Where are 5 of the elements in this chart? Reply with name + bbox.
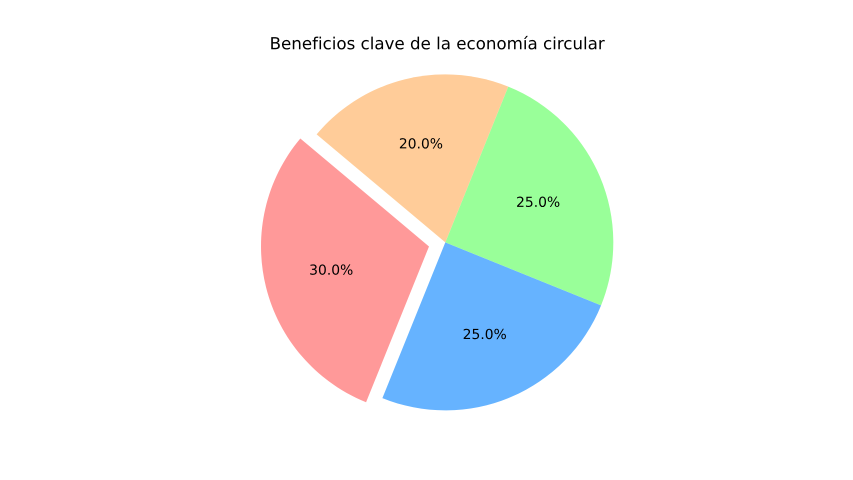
data-label: 25.0%: [464, 328, 506, 340]
data-label: 20.0%: [400, 138, 442, 149]
data-label: 30.0%: [310, 264, 352, 275]
data-label: 25.0%: [517, 196, 560, 208]
chart-title: Beneficios clave de la economía circular: [271, 36, 605, 50]
